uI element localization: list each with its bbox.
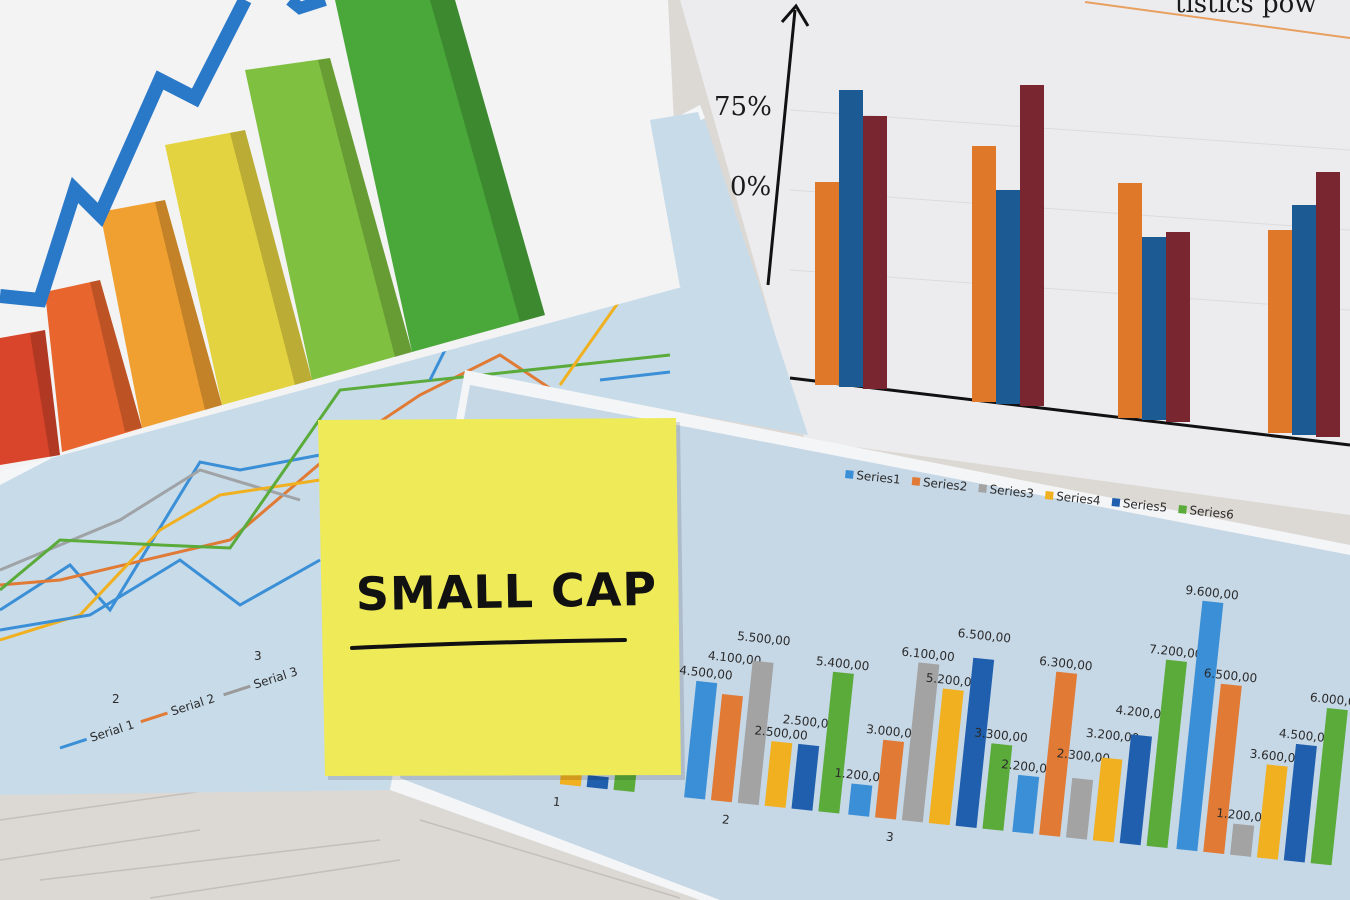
legend-swatch bbox=[1178, 505, 1187, 514]
legend-swatch bbox=[1044, 491, 1054, 500]
bar-value-label: 6.500,00 bbox=[1203, 666, 1258, 686]
x-tick-1: 1 bbox=[552, 795, 561, 810]
bar-series3 bbox=[1230, 823, 1255, 857]
percent-bar bbox=[996, 190, 1020, 404]
legend-swatch bbox=[1111, 498, 1121, 507]
legend-series2: Series2 bbox=[922, 475, 968, 494]
bar-series4 bbox=[928, 688, 964, 826]
bar-value-label: 4.500,00 bbox=[1278, 726, 1333, 746]
legend-series5: Series5 bbox=[1122, 496, 1168, 515]
bar-series6 bbox=[982, 743, 1013, 831]
x-tick-3: 3 bbox=[885, 830, 894, 845]
trend-line bbox=[0, 0, 252, 308]
bar-value-label: 1.200,00 bbox=[1216, 806, 1271, 826]
legend-series6: Series6 bbox=[1189, 503, 1235, 522]
percent-bar bbox=[1118, 183, 1142, 418]
bar-value-label: 5.500,00 bbox=[737, 629, 792, 649]
legend-swatch bbox=[845, 470, 854, 479]
chart-title-fragment: tistics pow bbox=[1175, 0, 1317, 19]
percent-bar bbox=[1142, 237, 1166, 420]
percent-bar bbox=[863, 116, 887, 389]
x-tick-2: 2 bbox=[112, 692, 120, 706]
bar-value-label: 4.100,00 bbox=[707, 648, 762, 668]
legend-series1: Series1 bbox=[856, 468, 902, 487]
bar-value-label: 2.500,00 bbox=[782, 712, 837, 732]
bar-value-label: 9.600,00 bbox=[1185, 583, 1240, 603]
bar-series1 bbox=[1176, 600, 1224, 852]
bar-series2 bbox=[710, 694, 743, 803]
bar-series5 bbox=[791, 743, 820, 811]
bar-series2 bbox=[1203, 683, 1242, 855]
x-axis bbox=[789, 376, 1350, 447]
group-1-bars bbox=[559, 769, 637, 793]
bar-series4 bbox=[764, 741, 793, 808]
bar-series4 bbox=[1092, 757, 1123, 843]
legend-swatch bbox=[140, 711, 168, 724]
sticky-note: SMALL CAP bbox=[318, 418, 685, 780]
bar-value-label: 4.500,00 bbox=[679, 663, 734, 683]
bar-series2 bbox=[1039, 671, 1078, 837]
percent-bar bbox=[1268, 230, 1292, 433]
bar-value-label: 2.500,00 bbox=[754, 723, 809, 743]
bar-value-label: 3.200,00 bbox=[1085, 726, 1140, 746]
y-tick-50: 0% bbox=[730, 172, 771, 202]
sticky-note-text: SMALL CAP bbox=[355, 562, 657, 621]
bar-value-label: 6.300,00 bbox=[1039, 654, 1094, 674]
underline bbox=[350, 638, 627, 650]
bar-value-label: 5.400,00 bbox=[815, 654, 870, 674]
legend-swatch bbox=[978, 484, 988, 493]
bar-series1 bbox=[848, 783, 873, 817]
x-tick-2: 2 bbox=[721, 812, 730, 827]
y-tick-75: 75% bbox=[714, 92, 772, 122]
bar-value-label: 1.200,00 bbox=[834, 766, 889, 786]
percent-bar bbox=[1316, 172, 1340, 437]
bar-series2 bbox=[875, 739, 905, 820]
percent-bar bbox=[839, 90, 863, 387]
percent-bar bbox=[1292, 205, 1316, 435]
bar-value-label: 2.200,00 bbox=[1001, 757, 1056, 777]
bar-series1 bbox=[684, 680, 718, 800]
bar-value-label: 2.300,00 bbox=[1056, 746, 1111, 766]
bar-series3 bbox=[1065, 777, 1094, 840]
bar-series6 bbox=[818, 671, 854, 814]
bar-value-label: 4.200,00 bbox=[1115, 703, 1170, 723]
percent-bar-chart-paper: tistics pow 75% 0% bbox=[680, 0, 1350, 515]
legend-series3: Series3 bbox=[989, 482, 1035, 501]
percent-bar bbox=[1020, 85, 1044, 406]
x-tick-3: 3 bbox=[254, 649, 262, 663]
percent-bar bbox=[972, 146, 996, 402]
legend-swatch bbox=[911, 477, 921, 486]
bar-series3 bbox=[901, 662, 940, 823]
axis-arrow-icon bbox=[780, 3, 810, 27]
bar-series6 bbox=[1310, 707, 1348, 866]
bar-series5 bbox=[955, 657, 995, 828]
percent-bars bbox=[815, 85, 1340, 437]
series-legend: Series1 Series2 Series3 Series4 Series5 Serie… bbox=[845, 468, 1235, 522]
y-axis bbox=[766, 9, 797, 286]
bar-value-label: 6.100,00 bbox=[901, 645, 956, 665]
series-bars: 1 2 3 4.500,004.100,005.500,002.500,002.… bbox=[552, 583, 1350, 866]
bar-series3 bbox=[737, 660, 774, 806]
bar-value-label: 3.000,00 bbox=[866, 722, 921, 742]
bar-value-label: 5.200,00 bbox=[925, 671, 980, 691]
bar-value-label: 7.200,00 bbox=[1148, 642, 1203, 662]
3d-bar-chart-paper bbox=[0, 0, 760, 472]
bar-value-label: 6.500,00 bbox=[957, 626, 1012, 646]
percent-bar bbox=[815, 182, 839, 385]
bar-value-label: 6.000,00 bbox=[1309, 690, 1350, 710]
percent-bar bbox=[1166, 232, 1190, 422]
bar-value-label: 3.300,00 bbox=[974, 725, 1029, 745]
bar-value-label: 3.600,00 bbox=[1249, 747, 1304, 767]
bar-series5 bbox=[1283, 743, 1317, 863]
legend-series4: Series4 bbox=[1056, 489, 1102, 508]
legend-swatch bbox=[223, 684, 251, 697]
bar-series6 bbox=[1146, 659, 1188, 849]
legend-swatch bbox=[59, 737, 88, 750]
bar-series5 bbox=[1119, 734, 1152, 846]
bar-series4 bbox=[1256, 764, 1288, 860]
bar-series1 bbox=[1012, 774, 1040, 834]
